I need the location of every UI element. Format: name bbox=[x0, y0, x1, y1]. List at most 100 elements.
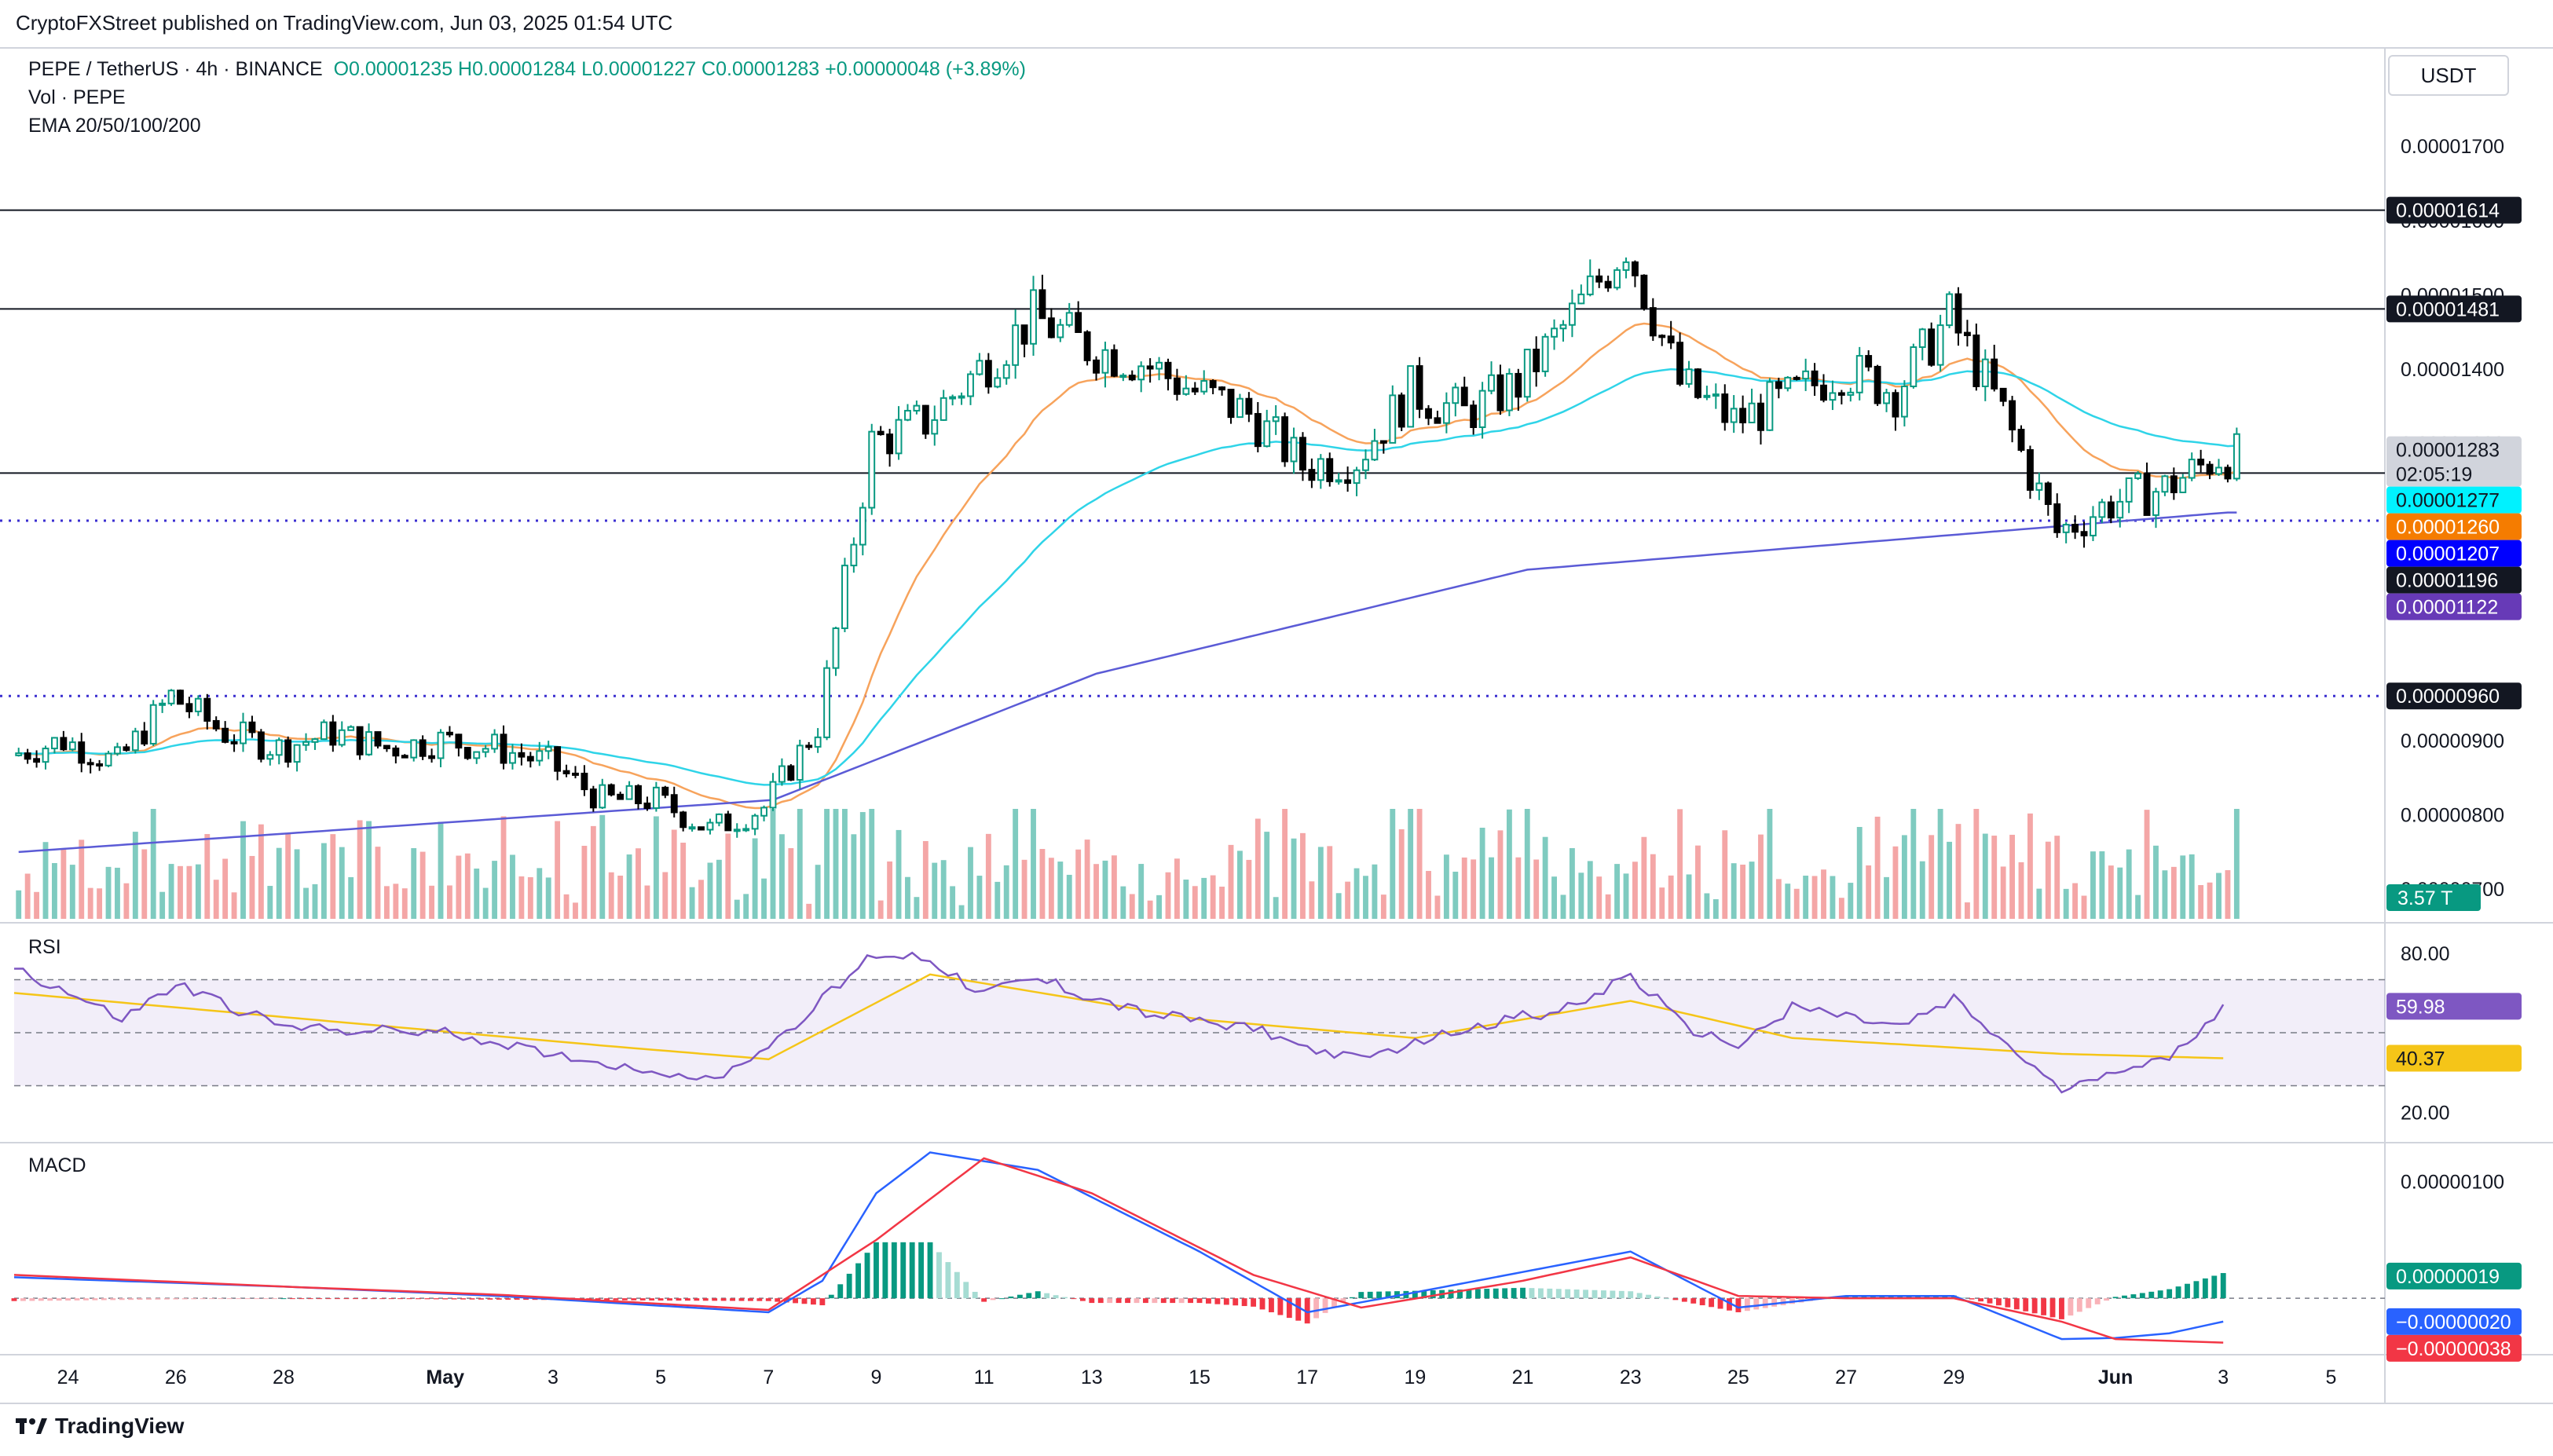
macd-histogram-bar bbox=[1565, 1289, 1571, 1299]
volume-bar bbox=[1704, 893, 1710, 919]
volume-bar bbox=[168, 864, 174, 919]
candle-body bbox=[805, 744, 813, 748]
macd-histogram-bar bbox=[694, 1298, 700, 1301]
candle-body bbox=[2224, 466, 2232, 480]
candle-body bbox=[1685, 368, 1693, 385]
candle-body bbox=[24, 752, 31, 760]
macd-pane-label[interactable]: MACD bbox=[28, 1154, 86, 1176]
macd-histogram-bar bbox=[765, 1298, 771, 1301]
candle-body bbox=[293, 744, 301, 763]
candle-body bbox=[1855, 355, 1863, 393]
candle-body bbox=[1847, 391, 1855, 396]
volume-bar bbox=[887, 861, 893, 919]
macd-histogram-bar bbox=[379, 1298, 386, 1300]
candle-body bbox=[1156, 361, 1163, 370]
time-tick-label: 25 bbox=[1727, 1366, 1749, 1388]
candle-body bbox=[1533, 349, 1540, 372]
macd-histogram-bar bbox=[2086, 1298, 2092, 1308]
volume-bar bbox=[537, 868, 543, 919]
rsi-value-badge bbox=[2386, 1044, 2522, 1072]
candle-body bbox=[383, 744, 390, 749]
volume-bar bbox=[545, 877, 551, 919]
macd-histogram-bar bbox=[2049, 1298, 2056, 1318]
macd-histogram-bar bbox=[1753, 1298, 1760, 1310]
rsi-pane-label[interactable]: RSI bbox=[28, 936, 61, 958]
volume-bar bbox=[1587, 861, 1593, 919]
currency-button[interactable]: USDT bbox=[2388, 55, 2509, 96]
candle-body bbox=[1470, 404, 1478, 429]
macd-histogram-bar bbox=[20, 1298, 26, 1301]
volume-legend[interactable]: Vol · PEPE bbox=[28, 86, 126, 108]
macd-value-badge-label: 0.00000019 bbox=[2396, 1266, 2500, 1288]
volume-bar bbox=[1380, 894, 1386, 919]
volume-bar bbox=[527, 876, 533, 919]
time-tick-label: 3 bbox=[548, 1366, 559, 1388]
candle-body bbox=[1146, 365, 1154, 370]
candle-body bbox=[392, 747, 400, 757]
macd-histogram-bar bbox=[163, 1298, 170, 1300]
macd-histogram-bar bbox=[424, 1298, 430, 1300]
macd-histogram-bar bbox=[1286, 1298, 1292, 1319]
time-tick-label: May bbox=[426, 1366, 464, 1388]
candle-body bbox=[1829, 392, 1837, 401]
candle-body bbox=[491, 733, 499, 750]
candle-body bbox=[230, 741, 238, 744]
indicator-price-badge bbox=[2386, 486, 2522, 514]
volume-bar bbox=[294, 849, 300, 919]
macd-histogram-bar bbox=[442, 1298, 449, 1300]
macd-histogram-bar bbox=[1628, 1291, 1634, 1299]
macd-histogram-bar bbox=[1583, 1290, 1588, 1299]
macd-histogram-bar bbox=[1511, 1288, 1517, 1299]
macd-histogram-bar bbox=[1654, 1296, 1661, 1299]
volume-bar bbox=[1219, 887, 1225, 919]
macd-histogram-bar bbox=[1555, 1289, 1562, 1299]
candle-body bbox=[177, 690, 184, 705]
volume-bar bbox=[401, 888, 408, 919]
volume-bar bbox=[60, 849, 67, 919]
candle-body bbox=[1281, 416, 1289, 463]
candle-body bbox=[320, 721, 328, 741]
macd-histogram-bar bbox=[1097, 1298, 1104, 1304]
volume-bar bbox=[1416, 809, 1423, 919]
macd-histogram-bar bbox=[478, 1298, 484, 1300]
candle-body bbox=[769, 781, 777, 809]
volume-bar bbox=[1973, 809, 1980, 919]
macd-histogram-bar bbox=[2005, 1298, 2011, 1308]
volume-bar bbox=[34, 891, 40, 919]
macd-histogram-bar bbox=[613, 1298, 619, 1301]
candle-body bbox=[257, 731, 265, 760]
candle-body bbox=[428, 755, 436, 759]
volume-bar bbox=[115, 867, 120, 919]
macd-histogram-bar bbox=[262, 1298, 269, 1300]
last-price-badge bbox=[2386, 436, 2522, 487]
ema-legend[interactable]: EMA 20/50/100/200 bbox=[28, 115, 201, 137]
volume-bar bbox=[859, 812, 866, 919]
candle-body bbox=[2027, 448, 2034, 491]
candle-body bbox=[1110, 349, 1118, 377]
macd-histogram-bar bbox=[1960, 1297, 1966, 1299]
symbol-title[interactable]: PEPE / TetherUS · 4h · BINANCE bbox=[28, 58, 323, 80]
volume-bar bbox=[510, 854, 515, 919]
macd-histogram-bar bbox=[29, 1298, 35, 1301]
macd-histogram-bar bbox=[146, 1298, 152, 1300]
volume-bar bbox=[824, 809, 830, 919]
macd-histogram-bar bbox=[119, 1298, 125, 1301]
candle-body bbox=[222, 727, 229, 743]
tradingview-logo[interactable]: TradingView bbox=[16, 1414, 184, 1439]
macd-histogram-bar bbox=[900, 1242, 907, 1299]
time-tick-label: 26 bbox=[165, 1366, 187, 1388]
macd-histogram-bar bbox=[1727, 1298, 1732, 1311]
candle-body bbox=[625, 785, 633, 800]
volume-bar bbox=[2108, 865, 2114, 919]
candle-body bbox=[104, 752, 112, 766]
candle-body bbox=[823, 667, 831, 738]
macd-histogram-bar bbox=[280, 1298, 287, 1300]
tradingview-brand: TradingView bbox=[55, 1414, 185, 1438]
candle-body bbox=[841, 565, 848, 630]
volume-bar bbox=[788, 848, 794, 919]
macd-histogram-bar bbox=[2130, 1294, 2137, 1299]
volume-bar bbox=[213, 880, 219, 919]
candle-body bbox=[1694, 368, 1701, 398]
macd-histogram-bar bbox=[1529, 1288, 1535, 1299]
